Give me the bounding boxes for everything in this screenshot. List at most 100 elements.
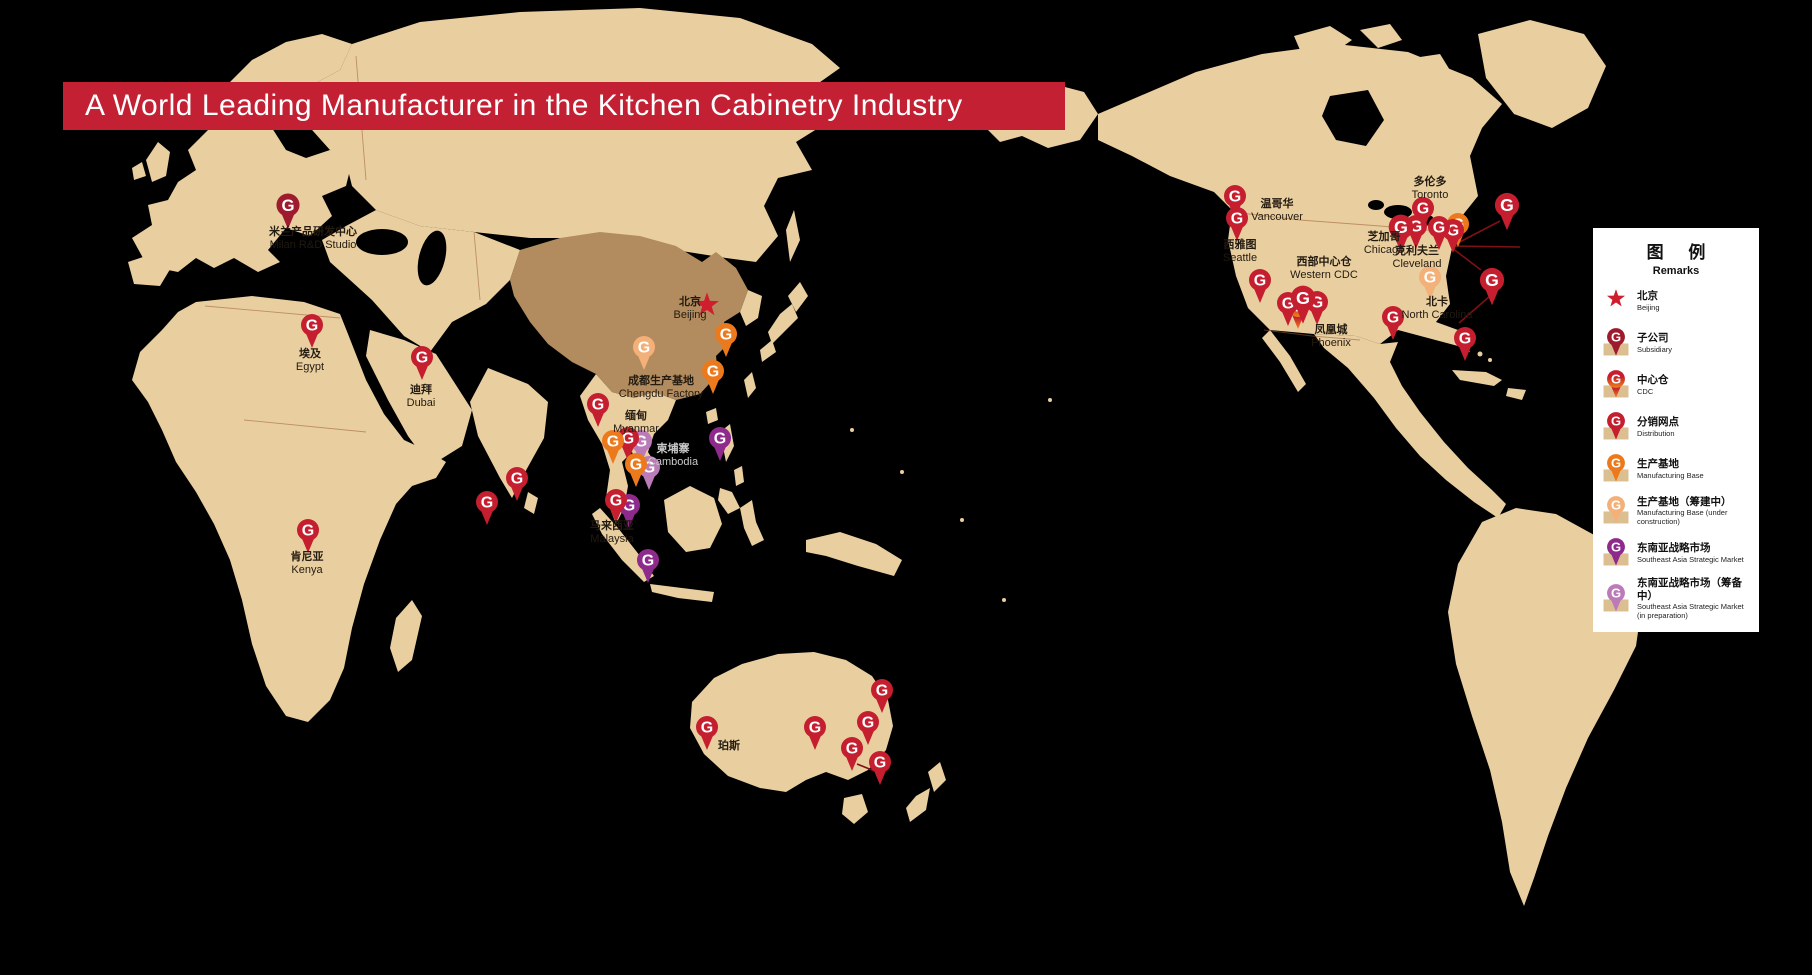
map-label: 克利夫兰 Cleveland: [1393, 245, 1442, 271]
map-pin-manufacturing_prep: G: [1419, 266, 1441, 300]
map-pin-distribution: G: [605, 489, 627, 523]
map-pin-distribution: G: [869, 751, 891, 785]
map-label-en: Cambodia: [647, 455, 699, 468]
legend-item-zh: 中心仓: [1637, 374, 1669, 387]
logo-letter: G: [622, 431, 634, 448]
manufacturing_prep-pin-icon: G: [1601, 493, 1631, 529]
logo-letter: G: [1229, 189, 1241, 206]
legend-item-en: CDC: [1637, 386, 1654, 396]
legend-item-zh: 生产基地（筹建中）: [1637, 495, 1732, 508]
map-pin-distribution: G: [411, 346, 433, 380]
logo-letter: G: [1424, 270, 1436, 287]
map-label-zh: 多伦多: [1413, 176, 1447, 188]
legend-item-zh: 东南亚战略市场: [1637, 542, 1711, 555]
map-label-en: Western CDC: [1290, 268, 1358, 281]
logo-letter: G: [1459, 331, 1471, 348]
map-label-zh: 克利夫兰: [1394, 245, 1439, 257]
map-pin-sea_market: G: [637, 549, 659, 583]
map-pin-manufacturing_prep: G: [633, 336, 655, 370]
logo-letter: G: [1417, 201, 1429, 218]
map-pin-manufacturing: G: [1607, 454, 1625, 482]
map-label-zh: 珀斯: [718, 740, 740, 752]
map-label-zh: 米兰产品研发中心: [269, 226, 357, 238]
map-label: 珀斯: [718, 740, 740, 753]
banner-title: A World Leading Manufacturer in the Kitc…: [85, 89, 963, 122]
map-label-zh: 西雅图: [1223, 239, 1257, 251]
legend-item-en: Southeast Asia Strategic Market (in prep…: [1637, 602, 1744, 621]
legend-title-zh: 图 例: [1646, 243, 1716, 262]
map-label: 缅甸 Myanmar: [613, 410, 659, 436]
map-label-zh: 柬埔寨: [656, 443, 690, 455]
map-pin-distribution: G: [1388, 214, 1414, 253]
map-label-zh: 芝加哥: [1367, 231, 1401, 243]
map-pin-cdc: G: [1607, 370, 1625, 398]
map-label-en: Malaysia: [590, 532, 634, 545]
map-label-en: Chengdu Factory: [618, 387, 704, 400]
map-label-en: Phoenix: [1311, 336, 1351, 349]
sea_market-pin-icon: G: [1601, 535, 1631, 571]
map-label-en: Egypt: [295, 360, 325, 373]
logo-letter: G: [1387, 310, 1399, 327]
logo-letter: G: [1611, 413, 1621, 428]
legend-item-zh: 分销网点: [1637, 416, 1679, 429]
logo-letter: G: [1231, 211, 1243, 228]
map-pin-manufacturing_prep: G: [1607, 496, 1625, 524]
map-label: 埃及 Egypt: [296, 348, 324, 374]
map-label-zh: 北卡: [1425, 296, 1448, 308]
legend-item-sea_market_prep: G 东南亚战略市场（筹备中） Southeast Asia Strategic Ma…: [1601, 577, 1751, 620]
map-pin-distribution: G: [1226, 207, 1248, 241]
logo-letter: G: [1611, 371, 1621, 386]
legend-item-en: Southeast Asia Strategic Market: [1637, 554, 1744, 564]
logo-letter: G: [1254, 273, 1266, 290]
legend-item-manufacturing: G 生产基地 Manufacturing Base: [1601, 451, 1751, 487]
map-label: 西部中心仓 Western CDC: [1290, 256, 1358, 282]
logo-letter: G: [714, 431, 726, 448]
leader-line: [1451, 245, 1521, 248]
map-label-zh: 马来西亚: [590, 520, 634, 532]
map-label-en: Seattle: [1222, 251, 1258, 264]
map-label-en: Chicago: [1363, 243, 1405, 256]
logo-letter: G: [707, 364, 719, 381]
map-label-en: Cleveland: [1392, 257, 1442, 270]
legend-item-text: 生产基地 Manufacturing Base: [1637, 458, 1751, 480]
legend-item-text: 东南亚战略市场 Southeast Asia Strategic Market: [1637, 542, 1751, 564]
logo-letter: G: [876, 683, 888, 700]
map-pin-distribution: G: [1249, 269, 1271, 303]
map-pin-subsidiary: G: [1607, 328, 1625, 356]
legend-item-zh: 东南亚战略市场（筹备中）: [1637, 577, 1742, 602]
china-region: [510, 232, 748, 400]
map-pin-distribution: G: [857, 711, 879, 745]
manufacturing-pin-icon: G: [1601, 451, 1631, 487]
map-label: 北卡 North Carolina: [1402, 296, 1473, 322]
logo-letter: G: [1611, 585, 1621, 600]
logo-letter: G: [610, 493, 622, 510]
map-label: 多伦多 Toronto: [1412, 176, 1449, 202]
legend-item-zh: 子公司: [1637, 332, 1669, 345]
logo-letter: G: [1410, 219, 1422, 236]
legend-item-sea_market: G 东南亚战略市场 Southeast Asia Strategic Market: [1601, 535, 1751, 571]
leader-line: [1458, 295, 1491, 324]
legend-item-manufacturing_prep: G 生产基地（筹建中） Manufacturing Base (under cons…: [1601, 493, 1751, 529]
beijing-star-icon: [1601, 283, 1631, 319]
map-label-zh: 凤凰城: [1314, 324, 1348, 336]
map-pin-sea_market_prep: G: [1607, 583, 1625, 612]
map-label-zh: 埃及: [298, 348, 321, 360]
map-label: 马来西亚 Malaysia: [590, 520, 634, 546]
legend-item-beijing: 北京 Beijing: [1601, 283, 1751, 319]
logo-letter: G: [1296, 288, 1310, 308]
logo-letter: G: [1611, 497, 1621, 512]
map-pin-manufacturing: G: [702, 360, 724, 394]
map-pin-distribution: G: [506, 467, 528, 501]
map-label-en: Dubai: [406, 396, 436, 409]
map-pin-distribution: G: [1607, 412, 1625, 440]
map-pin-distribution: G: [696, 716, 718, 750]
map-label: 米兰产品研发中心 Milan R&D Studio: [269, 226, 357, 252]
legend-item-en: Beijing: [1637, 302, 1660, 312]
map-label-zh: 缅甸: [625, 410, 647, 422]
map-pin-distribution: G: [804, 716, 826, 750]
logo-letter: G: [306, 318, 318, 335]
sea_market_prep-pin-icon: G: [1601, 581, 1631, 617]
